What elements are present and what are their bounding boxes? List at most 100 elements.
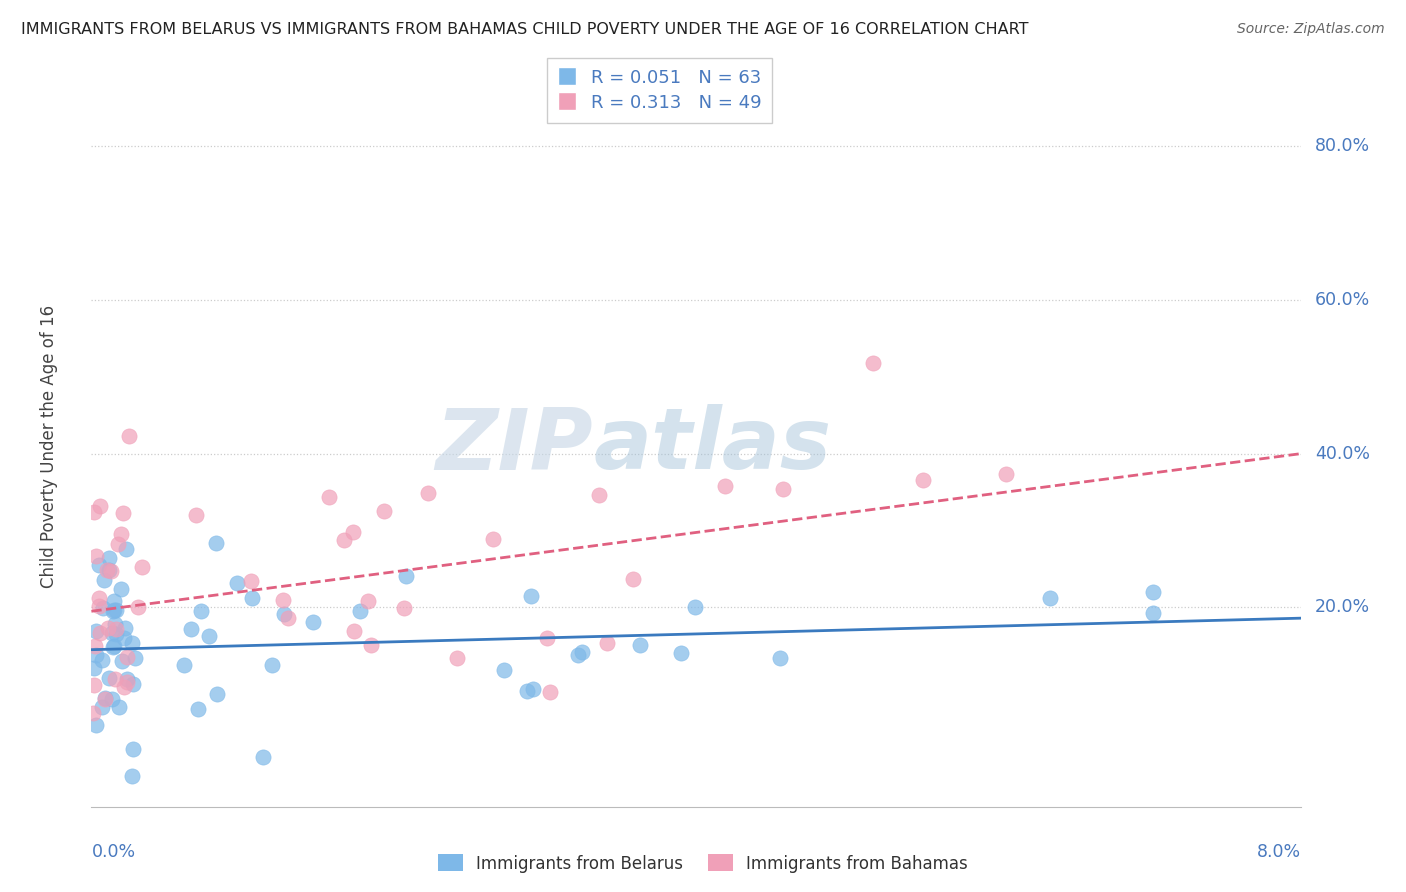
Point bbox=[89, 499, 111, 513]
Point bbox=[83, 660, 105, 674]
Point bbox=[204, 536, 226, 550]
Point bbox=[180, 622, 202, 636]
Point bbox=[101, 604, 124, 618]
Point bbox=[482, 533, 505, 547]
Point bbox=[103, 594, 125, 608]
Point bbox=[100, 564, 122, 578]
Point bbox=[105, 622, 128, 636]
Point bbox=[190, 604, 212, 618]
Point bbox=[89, 626, 111, 640]
Point bbox=[117, 675, 139, 690]
Point bbox=[994, 467, 1017, 481]
Point bbox=[94, 691, 117, 706]
Point bbox=[271, 592, 294, 607]
Point bbox=[104, 627, 127, 641]
Text: Child Poverty Under the Age of 16: Child Poverty Under the Age of 16 bbox=[39, 304, 58, 588]
Point bbox=[91, 601, 114, 615]
Point bbox=[522, 682, 544, 697]
Point bbox=[103, 640, 125, 655]
Point bbox=[83, 678, 105, 692]
Point bbox=[107, 700, 129, 714]
Point bbox=[395, 569, 418, 583]
Point bbox=[186, 508, 208, 522]
Point bbox=[173, 657, 195, 672]
Point bbox=[226, 575, 249, 590]
Point bbox=[97, 563, 120, 577]
Point bbox=[127, 599, 149, 614]
Point bbox=[111, 506, 134, 520]
Point bbox=[349, 604, 371, 618]
Point bbox=[394, 600, 416, 615]
Point bbox=[110, 526, 132, 541]
Point bbox=[343, 624, 366, 639]
Point bbox=[84, 718, 107, 732]
Text: atlas: atlas bbox=[593, 404, 831, 488]
Text: 80.0%: 80.0% bbox=[1315, 137, 1371, 155]
Point bbox=[862, 356, 884, 370]
Point bbox=[318, 490, 340, 504]
Text: 8.0%: 8.0% bbox=[1257, 844, 1301, 862]
Point bbox=[373, 504, 395, 518]
Point bbox=[252, 750, 274, 764]
Point bbox=[671, 646, 693, 660]
Point bbox=[97, 622, 120, 636]
Text: 0.0%: 0.0% bbox=[91, 844, 135, 862]
Point bbox=[714, 478, 737, 492]
Point bbox=[124, 651, 146, 665]
Point bbox=[121, 636, 143, 650]
Text: 20.0%: 20.0% bbox=[1315, 599, 1371, 616]
Point bbox=[115, 541, 138, 556]
Point bbox=[360, 638, 382, 652]
Point bbox=[97, 672, 120, 686]
Point bbox=[93, 574, 115, 588]
Point bbox=[239, 574, 262, 588]
Point bbox=[342, 524, 364, 539]
Point bbox=[273, 607, 295, 622]
Point bbox=[84, 648, 107, 662]
Point bbox=[596, 635, 619, 649]
Point bbox=[112, 631, 135, 645]
Point bbox=[94, 691, 117, 706]
Text: Source: ZipAtlas.com: Source: ZipAtlas.com bbox=[1237, 22, 1385, 37]
Point bbox=[115, 672, 138, 686]
Point bbox=[357, 594, 380, 608]
Point bbox=[83, 505, 105, 519]
Text: 60.0%: 60.0% bbox=[1315, 291, 1371, 309]
Point bbox=[683, 600, 706, 615]
Point bbox=[87, 591, 110, 606]
Point bbox=[519, 589, 541, 603]
Point bbox=[187, 701, 209, 715]
Point bbox=[84, 549, 107, 564]
Point bbox=[121, 768, 143, 782]
Point bbox=[772, 482, 794, 496]
Point bbox=[769, 650, 792, 665]
Text: ZIP: ZIP bbox=[436, 404, 593, 488]
Point bbox=[333, 533, 356, 548]
Point bbox=[84, 624, 107, 639]
Point bbox=[588, 487, 610, 501]
Point bbox=[418, 486, 440, 500]
Point bbox=[111, 654, 134, 668]
Point bbox=[104, 616, 127, 631]
Point bbox=[107, 537, 129, 551]
Point bbox=[538, 684, 561, 698]
Point bbox=[114, 622, 136, 636]
Point bbox=[1142, 585, 1164, 599]
Point bbox=[105, 603, 128, 617]
Point bbox=[1142, 606, 1164, 620]
Point bbox=[277, 610, 299, 624]
Point bbox=[100, 626, 122, 640]
Point bbox=[205, 687, 228, 701]
Point bbox=[91, 699, 114, 714]
Point bbox=[112, 680, 135, 694]
Point bbox=[197, 629, 219, 643]
Point bbox=[1039, 591, 1062, 605]
Point bbox=[104, 672, 127, 686]
Point bbox=[98, 551, 121, 566]
Point bbox=[87, 558, 110, 573]
Point bbox=[567, 648, 589, 663]
Point bbox=[89, 599, 111, 614]
Point bbox=[571, 645, 593, 659]
Point bbox=[110, 582, 132, 597]
Point bbox=[628, 638, 651, 652]
